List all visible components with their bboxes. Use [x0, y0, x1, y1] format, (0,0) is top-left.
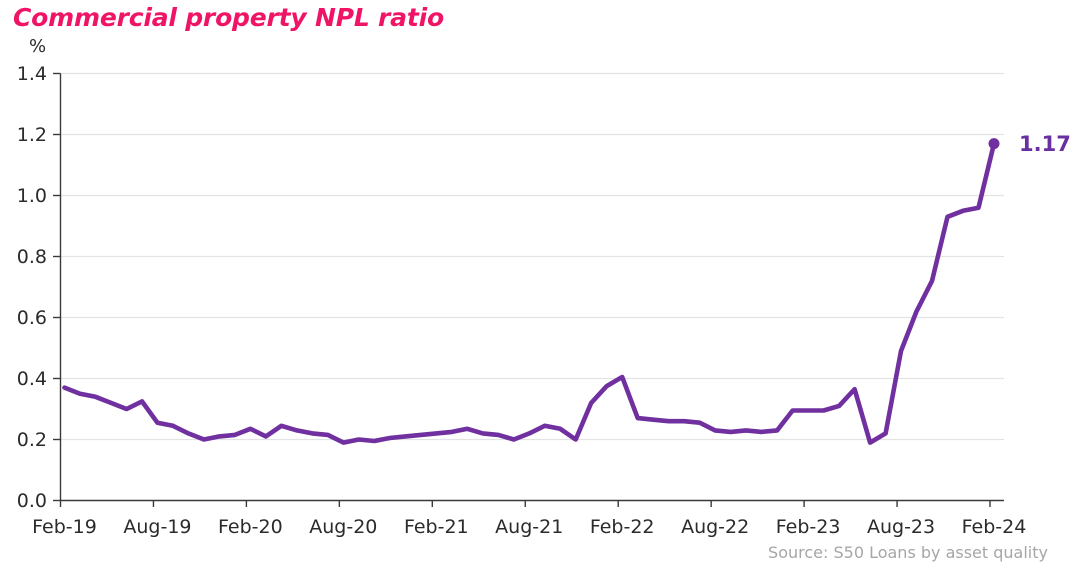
y-axis-tick-label: 1.0: [17, 185, 47, 207]
x-axis-tick-label: Feb-23: [776, 516, 841, 538]
x-axis-tick-label: Feb-22: [590, 516, 655, 538]
x-axis-tick-label: Feb-20: [218, 516, 283, 538]
x-axis-tick-label: Feb-21: [404, 516, 469, 538]
npl-ratio-series-line: [62, 141, 997, 445]
source-note: Source: S50 Loans by asset quality: [768, 543, 1048, 562]
x-axis-tick-label: Aug-21: [495, 516, 563, 538]
y-axis-tick-label: 0.0: [17, 490, 47, 512]
x-axis-tick-label: Feb-24: [962, 516, 1027, 538]
y-axis-tick-label: 0.2: [17, 429, 47, 451]
last-point-data-label: 1.17: [1019, 132, 1071, 156]
y-axis-tick-label: 0.6: [17, 307, 47, 329]
y-axis-tick-label: 1.4: [17, 63, 47, 85]
x-axis-tick-label: Aug-22: [681, 516, 749, 538]
y-axis-tick-label: 1.2: [17, 124, 47, 146]
x-axis-tick-label: Feb-19: [32, 516, 97, 538]
end-point-marker: [988, 138, 1000, 150]
y-axis-tick-label: 0.4: [17, 368, 47, 390]
x-axis-tick-label: Aug-23: [867, 516, 935, 538]
chart-title: Commercial property NPL ratio: [13, 3, 444, 32]
y-axis-unit-label: %: [29, 36, 47, 57]
x-axis-tick-label: Aug-19: [123, 516, 191, 538]
x-axis-tick-label: Aug-20: [309, 516, 377, 538]
y-axis-tick-label: 0.8: [17, 246, 47, 268]
